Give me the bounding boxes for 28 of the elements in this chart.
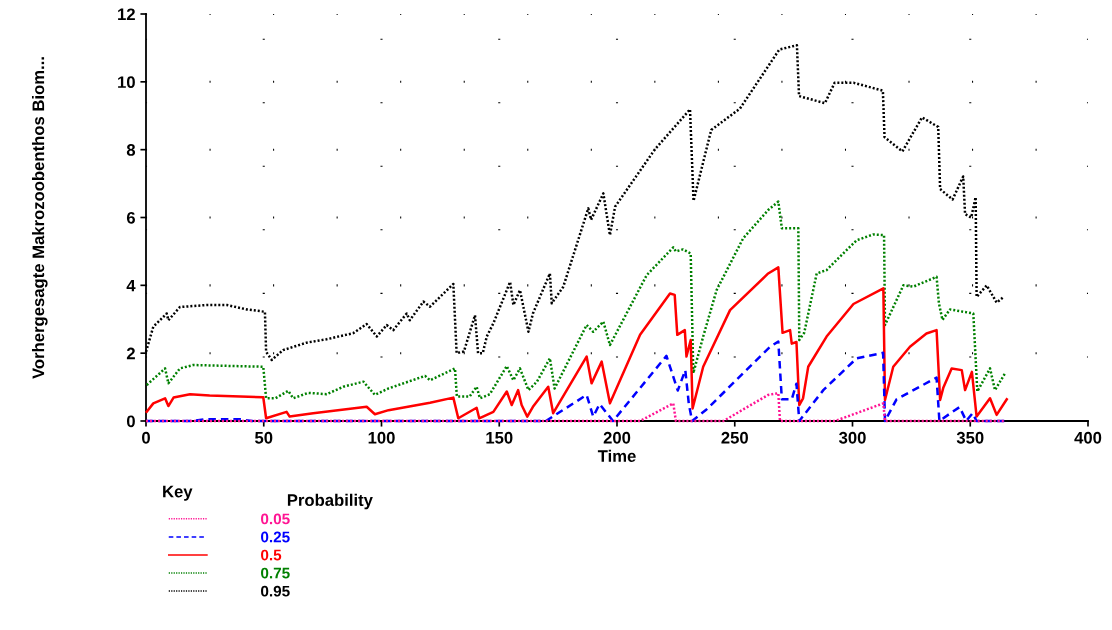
y-tick-label: 8: [126, 144, 136, 156]
x-axis-title: Time: [597, 449, 636, 462]
x-tick-label: 150: [486, 431, 513, 444]
text: Key: [163, 485, 193, 501]
x-tick-label: 400: [1074, 431, 1102, 444]
x-tick-label: 200: [603, 431, 631, 444]
x-tick-label: 100: [368, 431, 395, 444]
x-tick-label: 250: [721, 431, 748, 444]
line-series: [145, 266, 1008, 420]
text: 0.75: [261, 567, 290, 579]
y-tick-label: 0: [126, 415, 135, 428]
y-tick-label: 4: [126, 279, 136, 292]
x-tick-label: 50: [254, 431, 273, 444]
y-axis-title: Vorhergesagte Makrozoobenthos Biom...: [31, 57, 48, 379]
y-tick-label: 10: [118, 76, 135, 89]
text: 0.25: [261, 531, 290, 543]
line-series: [145, 200, 1007, 400]
x-tick-label: 0: [142, 431, 150, 444]
line-series: [144, 391, 1007, 423]
text: 0.95: [261, 585, 290, 597]
x-tick-label: 350: [956, 431, 984, 444]
text: 0.5: [261, 549, 282, 561]
x-tick-label: 300: [838, 431, 866, 444]
text: 0.05: [261, 513, 290, 525]
legend-title: Probability: [287, 493, 373, 510]
y-tick-label: 6: [126, 211, 135, 224]
y-tick-label: 2: [126, 347, 135, 360]
y-tick-label: 12: [118, 8, 135, 21]
